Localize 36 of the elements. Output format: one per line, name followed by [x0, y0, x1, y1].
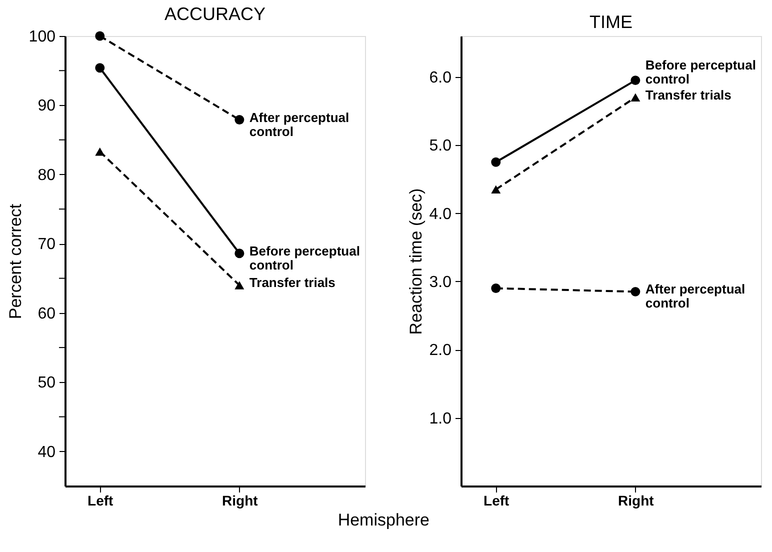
- y-tick-label: 80: [38, 166, 56, 184]
- series-label: Transfer trials: [645, 87, 732, 102]
- y-tick-label: 100: [28, 28, 56, 46]
- y-tick-label: 3.0: [429, 274, 452, 291]
- y-tick-label: 50: [38, 374, 56, 392]
- y-tick-label: 5.0: [429, 138, 452, 155]
- point: [491, 284, 501, 294]
- y-tick-label: 40: [38, 444, 56, 461]
- point: [95, 63, 105, 73]
- y-tick-label: 6.0: [429, 69, 452, 86]
- x-tick-label: Right: [222, 492, 258, 508]
- point: [491, 157, 501, 167]
- chart-title: ACCURACY: [164, 4, 266, 24]
- x-tick-label: Right: [618, 492, 654, 508]
- x-tick-label: Left: [88, 492, 114, 508]
- y-tick-label: 1.0: [429, 410, 452, 428]
- point: [630, 286, 640, 296]
- y-tick-label: 60: [38, 305, 56, 322]
- series-label: After perceptual control: [645, 282, 746, 311]
- series-label: Before perceptual control: [249, 243, 360, 272]
- y-axis-title: Reaction time (sec): [406, 188, 426, 335]
- point: [234, 115, 244, 125]
- x-tick-label: Left: [484, 492, 510, 508]
- point: [95, 31, 105, 41]
- series-label: Transfer trials: [249, 275, 336, 290]
- y-tick-label: 4.0: [429, 206, 452, 223]
- chart-title: TIME: [590, 12, 632, 32]
- y-tick-label: 70: [38, 236, 56, 254]
- y-tick-label: 2.0: [429, 342, 452, 360]
- point: [630, 76, 640, 86]
- point: [234, 248, 244, 258]
- series-label: After perceptual control: [249, 110, 350, 139]
- series-label: Before perceptual control: [645, 57, 756, 86]
- x-axis-title: Hemisphere: [338, 510, 430, 530]
- y-tick-label: 90: [38, 98, 56, 115]
- y-axis-title: Percent correct: [6, 204, 25, 320]
